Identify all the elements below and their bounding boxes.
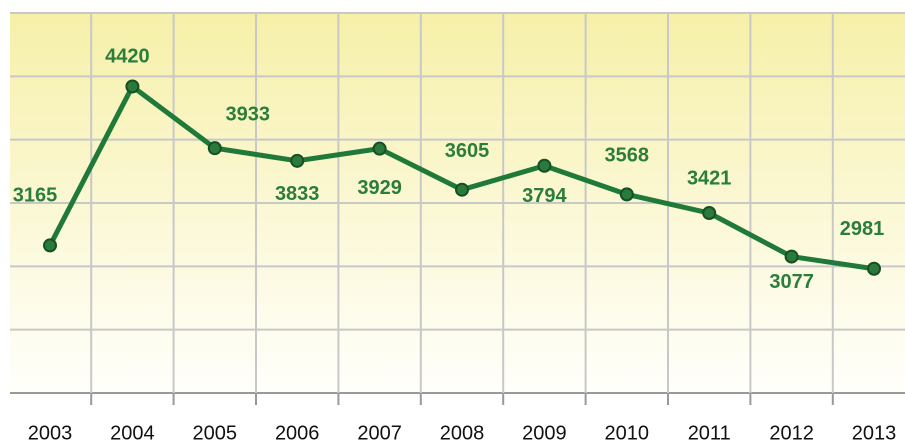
x-tick-label: 2003 [28, 422, 73, 443]
data-label: 3929 [357, 177, 402, 199]
point [784, 249, 799, 264]
point [867, 261, 881, 276]
data-label: 3077 [769, 271, 814, 293]
x-tick-label: 2006 [275, 422, 320, 443]
x-tick-label: 2004 [110, 422, 155, 443]
x-tick-label: 2013 [852, 422, 897, 443]
x-tick-label: 2011 [688, 422, 731, 443]
x-tick-label: 2008 [440, 422, 485, 443]
data-label: 3421 [687, 167, 732, 189]
data-label: 3933 [226, 103, 271, 125]
point [372, 141, 387, 156]
x-tick-label: 2012 [769, 422, 814, 443]
point [537, 158, 552, 173]
point [43, 238, 57, 253]
point [702, 206, 717, 221]
x-tick-label: 2010 [605, 422, 650, 443]
data-label: 3165 [13, 185, 58, 207]
data-label: 3568 [605, 145, 650, 167]
x-tick-label: 2009 [522, 422, 567, 443]
point [125, 79, 140, 94]
point [207, 141, 222, 156]
data-label: 3794 [522, 185, 567, 207]
data-label: 4420 [105, 46, 150, 68]
point [290, 153, 305, 168]
data-label: 3833 [275, 183, 320, 205]
point [455, 182, 469, 197]
data-label: 3605 [445, 140, 490, 162]
x-tick-label: 2005 [193, 422, 238, 443]
point [619, 187, 634, 202]
x-tick-label: 2007 [357, 422, 402, 443]
data-label: 2981 [840, 218, 885, 240]
